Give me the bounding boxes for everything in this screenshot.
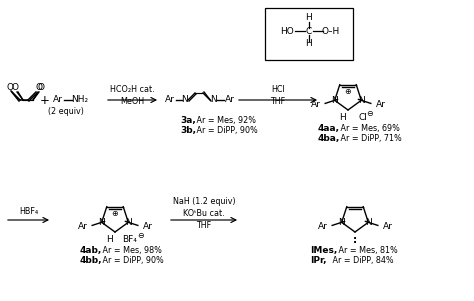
Text: H: H — [306, 14, 312, 23]
Text: N: N — [365, 218, 372, 227]
Text: N: N — [125, 218, 132, 227]
Text: MeOH: MeOH — [120, 97, 145, 105]
Text: :: : — [353, 235, 357, 245]
Text: HCl: HCl — [271, 85, 285, 94]
Text: IPr,: IPr, — [310, 256, 327, 265]
Text: Ar = Mes, 92%: Ar = Mes, 92% — [194, 116, 256, 125]
Text: H: H — [107, 235, 113, 244]
Text: 3b,: 3b, — [180, 126, 196, 135]
Text: Ar = DiPP, 84%: Ar = DiPP, 84% — [330, 256, 393, 265]
Bar — [265, 8, 353, 60]
Text: N: N — [338, 218, 345, 227]
Text: N: N — [331, 96, 338, 105]
Text: ⊕: ⊕ — [111, 209, 118, 218]
Text: Ar = DiPP, 90%: Ar = DiPP, 90% — [100, 256, 164, 265]
Text: ⊖: ⊖ — [366, 110, 374, 119]
Text: O: O — [11, 83, 18, 92]
Text: N: N — [210, 95, 218, 104]
Text: Ar: Ar — [143, 222, 153, 231]
Text: H: H — [340, 113, 346, 123]
Text: +: + — [40, 94, 50, 107]
Text: O: O — [37, 83, 45, 92]
Text: Ar = DiPP, 90%: Ar = DiPP, 90% — [194, 126, 258, 135]
Text: THF: THF — [196, 221, 211, 229]
Text: 4bb,: 4bb, — [80, 256, 102, 265]
Text: Ar = Mes, 98%: Ar = Mes, 98% — [100, 246, 162, 255]
Text: BF₄: BF₄ — [123, 235, 137, 244]
Text: O: O — [36, 83, 43, 92]
Text: (2 equiv): (2 equiv) — [48, 107, 84, 116]
Text: THF: THF — [271, 97, 285, 105]
Text: Ar = Mes, 81%: Ar = Mes, 81% — [336, 246, 398, 255]
Text: HCO₂H cat.: HCO₂H cat. — [110, 85, 155, 94]
Text: Ar: Ar — [375, 101, 385, 110]
Text: HBF₄: HBF₄ — [19, 206, 38, 216]
Text: C: C — [306, 26, 312, 36]
Text: N: N — [98, 218, 105, 227]
Text: IMes,: IMes, — [310, 246, 337, 255]
Text: ⊖: ⊖ — [137, 231, 144, 240]
Text: Ar: Ar — [310, 101, 320, 110]
Text: O–H: O–H — [322, 26, 340, 36]
Text: Ar = Mes, 69%: Ar = Mes, 69% — [338, 123, 400, 132]
Text: HO: HO — [280, 26, 294, 36]
Text: 4ab,: 4ab, — [80, 246, 102, 255]
Text: O: O — [7, 83, 13, 92]
Text: Ar: Ar — [383, 222, 392, 231]
Text: N: N — [182, 95, 188, 104]
Text: NH₂: NH₂ — [72, 95, 89, 104]
Text: Ar: Ar — [165, 95, 175, 104]
Text: NaH (1.2 equiv): NaH (1.2 equiv) — [173, 197, 235, 206]
Text: Ar: Ar — [78, 222, 87, 231]
Text: ⊕: ⊕ — [345, 87, 351, 96]
Text: 3a,: 3a, — [180, 116, 196, 125]
Text: N: N — [358, 96, 365, 105]
Text: Ar: Ar — [318, 222, 328, 231]
Text: KOᵗBu cat.: KOᵗBu cat. — [183, 209, 225, 218]
Text: Ar = DiPP, 71%: Ar = DiPP, 71% — [338, 134, 402, 142]
Text: 4ba,: 4ba, — [318, 134, 340, 142]
Text: Ar: Ar — [225, 95, 235, 104]
Text: Ar: Ar — [53, 95, 63, 104]
Text: Cl: Cl — [358, 113, 367, 123]
Text: 4aa,: 4aa, — [318, 123, 340, 132]
Text: H: H — [306, 39, 312, 48]
